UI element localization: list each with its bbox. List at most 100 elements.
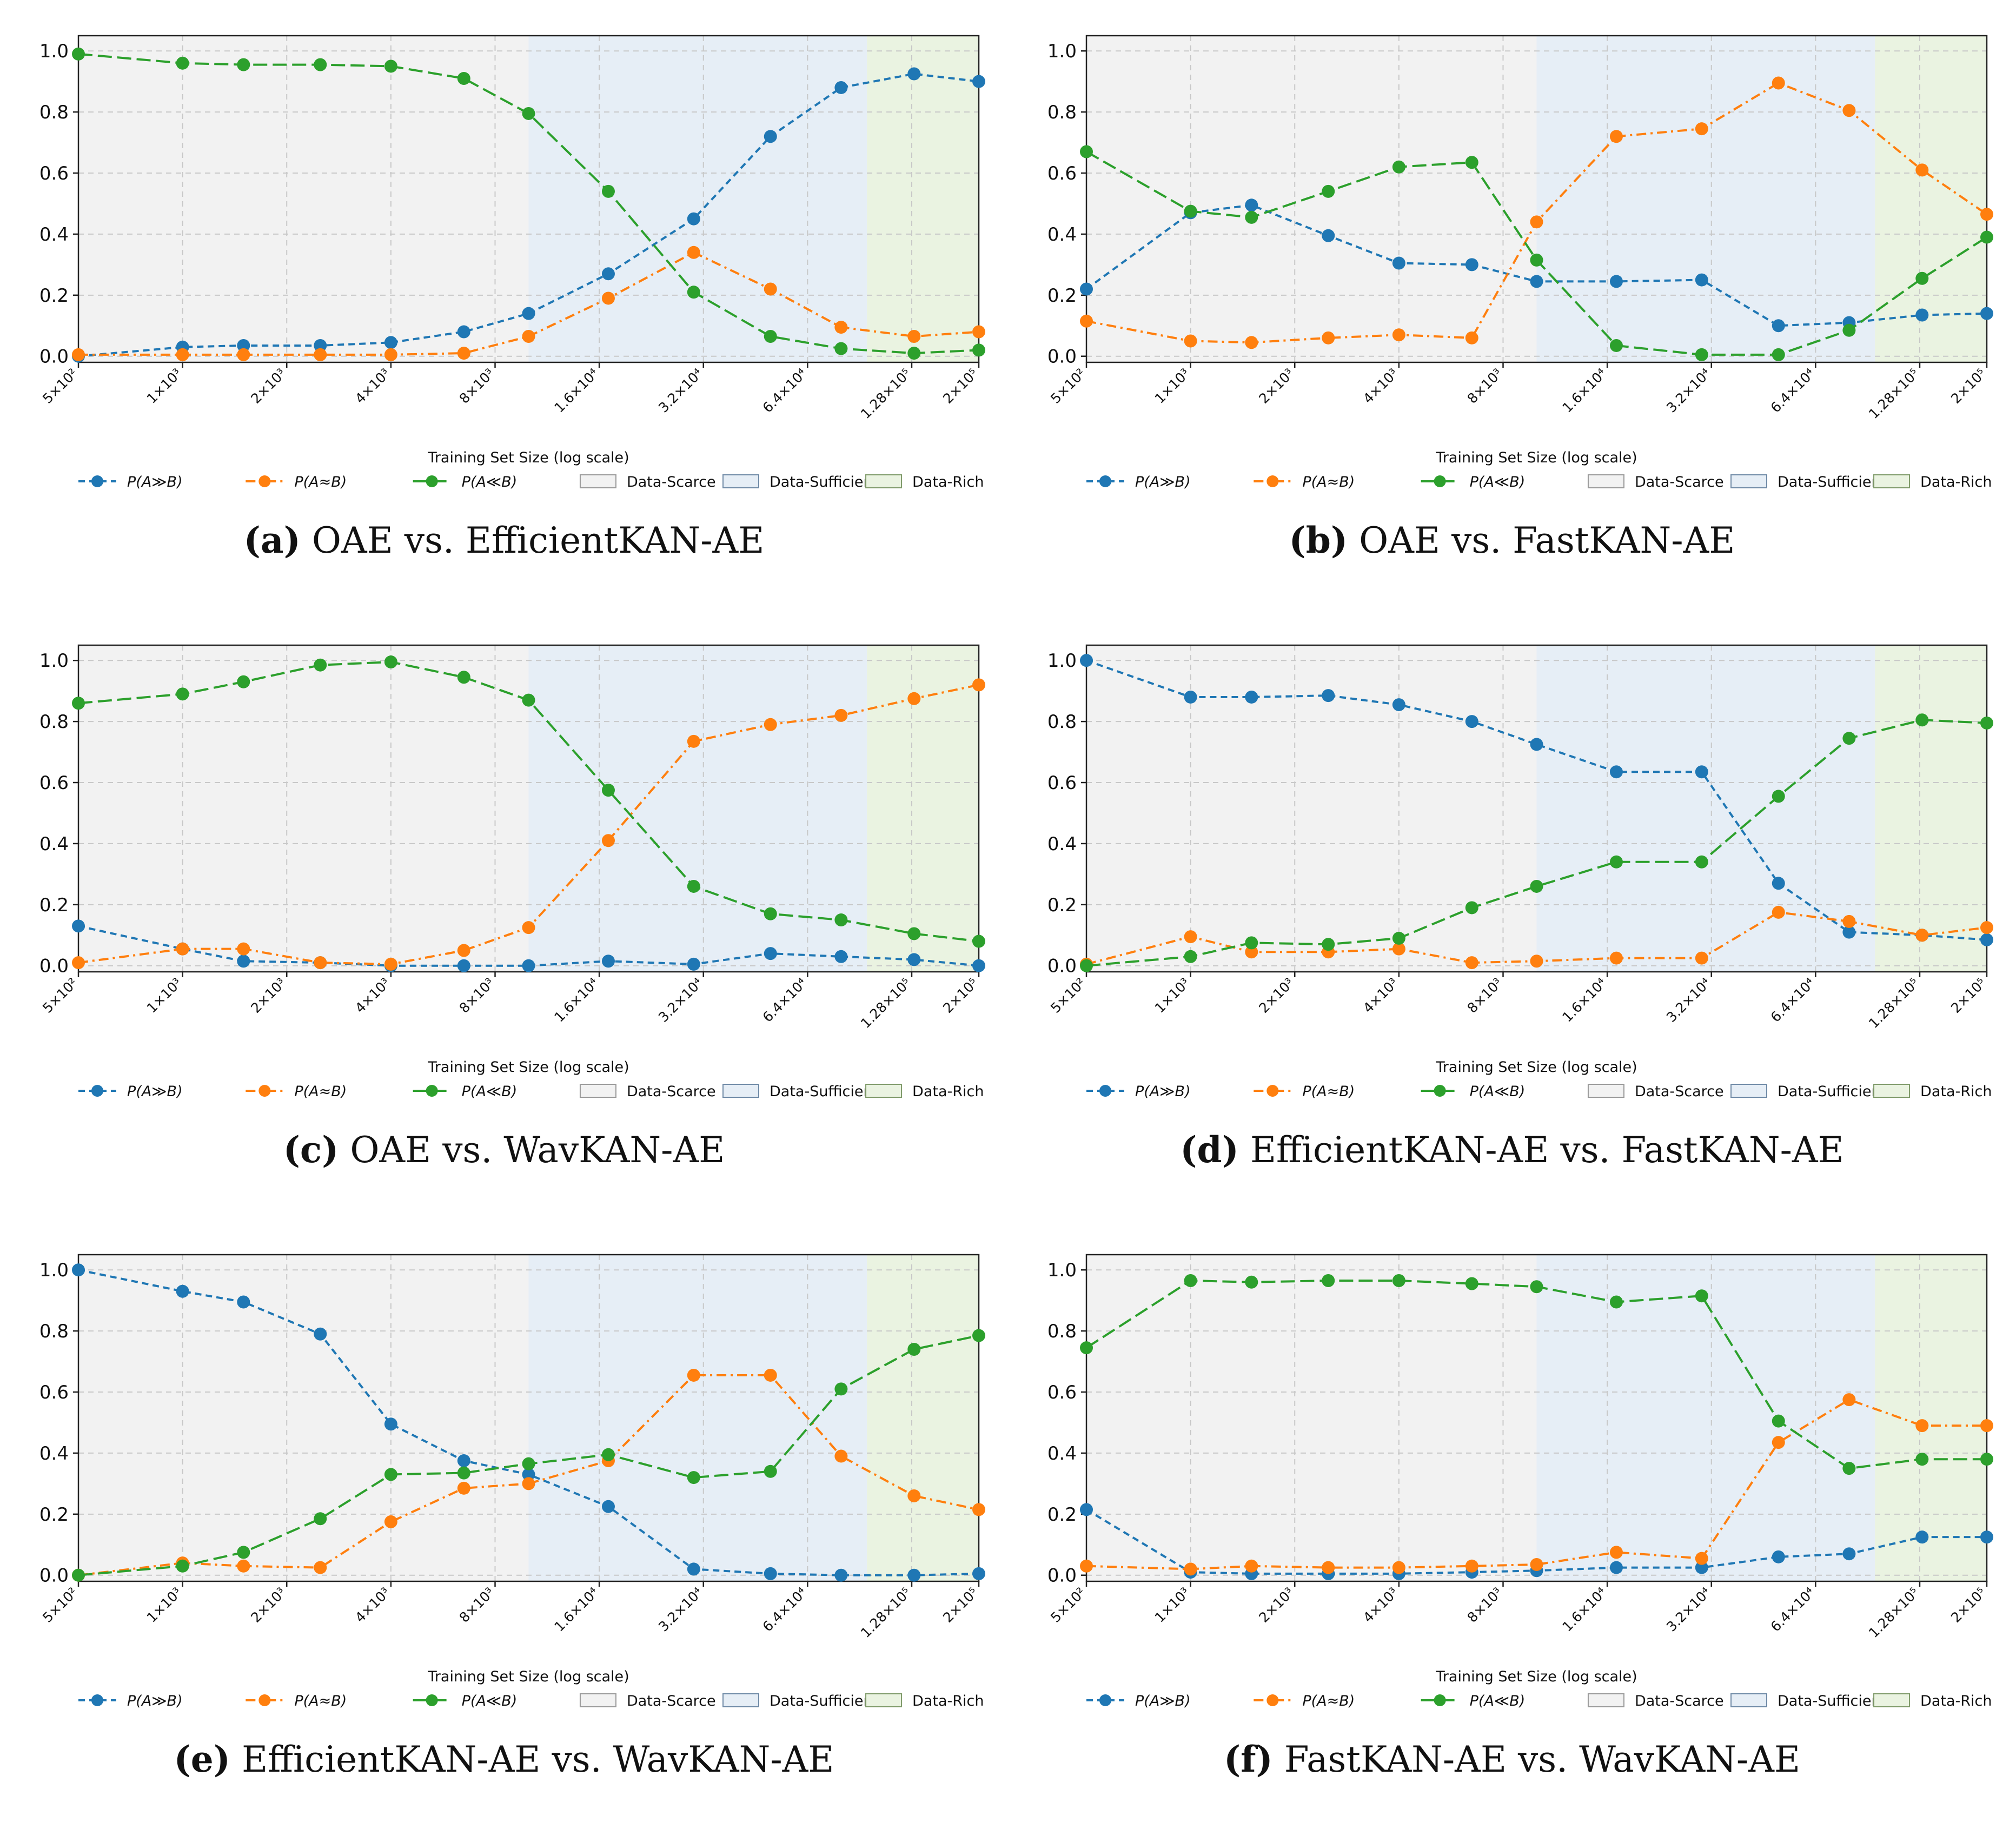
data-point xyxy=(72,1263,85,1277)
x-axis-label: Training Set Size (log scale) xyxy=(1435,1059,1637,1076)
x-tick-label: 2×10³ xyxy=(1256,1585,1297,1626)
data-point xyxy=(237,942,250,956)
y-tick-label: 1.0 xyxy=(1047,650,1077,672)
x-tick-label: 2×10³ xyxy=(248,975,289,1016)
legend-marker xyxy=(1099,1694,1111,1706)
legend-label: P(A≈B) xyxy=(1302,474,1355,491)
data-point xyxy=(764,1464,777,1478)
legend-swatch xyxy=(1730,1693,1767,1707)
data-point xyxy=(1695,122,1708,136)
legend-label: Data-Sufficient xyxy=(770,1083,878,1100)
data-point xyxy=(237,1546,250,1559)
data-point xyxy=(601,834,615,847)
data-point xyxy=(1245,945,1258,959)
data-point xyxy=(72,1568,85,1582)
x-axis-label: Training Set Size (log scale) xyxy=(1435,449,1637,466)
data-point xyxy=(972,935,985,948)
data-point xyxy=(1772,790,1785,803)
data-point xyxy=(834,1449,848,1463)
x-axis-label: Training Set Size (log scale) xyxy=(427,1668,629,1685)
panel-a: 0.0 0.2 0.4 0.6 0.8 1.0 5×10² 1×10³ 2×10³ 4×10³ 8×… xyxy=(0,0,1008,609)
legend-marker xyxy=(1099,475,1111,487)
data-point xyxy=(384,1515,397,1528)
legend-label: Data-Rich xyxy=(912,1693,984,1709)
data-point xyxy=(72,348,85,361)
legend-label: P(A≈B) xyxy=(294,474,347,491)
data-point xyxy=(1184,204,1197,218)
data-point xyxy=(1465,1277,1478,1290)
caption-letter: (f) xyxy=(1223,1738,1273,1780)
data-point xyxy=(1245,936,1258,950)
caption-letter: (a) xyxy=(243,519,301,561)
chart-f: 0.0 0.2 0.4 0.6 0.8 1.0 5×10² 1×10³ 2×10³ 4×10³ 8×… xyxy=(1047,1254,1993,1709)
data-point xyxy=(1609,275,1623,288)
x-tick-label: 8×10³ xyxy=(1464,975,1506,1016)
legend-label: P(A≪B) xyxy=(1470,474,1526,491)
legend-label: Data-Scarce xyxy=(627,474,716,491)
data-point xyxy=(687,957,700,971)
legend-label: P(A≪B) xyxy=(462,1083,518,1100)
legend-label: Data-Sufficient xyxy=(770,474,878,491)
x-tick-label: 6.4×10⁴ xyxy=(760,975,810,1025)
x-tick-label: 6.4×10⁴ xyxy=(1768,366,1818,416)
data-point xyxy=(1980,716,1993,730)
x-tick-label: 8×10³ xyxy=(1464,1585,1506,1626)
data-point xyxy=(764,718,777,731)
x-tick-label: 2×10³ xyxy=(248,1585,289,1626)
data-point xyxy=(601,784,615,797)
legend-swatch xyxy=(579,474,616,488)
x-tick-label: 1.6×10⁴ xyxy=(1559,975,1609,1025)
y-tick-label: 0.8 xyxy=(1047,711,1077,733)
data-point xyxy=(1695,1561,1708,1574)
x-tick-label: 2×10⁵ xyxy=(1948,1585,1989,1626)
y-tick-label: 0.4 xyxy=(1047,1443,1077,1464)
x-tick-label: 1×10³ xyxy=(144,366,185,407)
x-tick-label: 1×10³ xyxy=(1152,1585,1193,1626)
region-data-rich xyxy=(1875,36,1987,362)
caption-c: (c) OAE vs. WavKAN-AE xyxy=(0,1129,1008,1171)
x-tick-label: 5×10² xyxy=(1047,975,1089,1016)
data-point xyxy=(834,321,848,334)
caption-b: (b) OAE vs. FastKAN-AE xyxy=(1008,519,2016,561)
x-tick-label: 5×10² xyxy=(39,1585,81,1626)
caption-letter: (c) xyxy=(283,1129,339,1171)
data-point xyxy=(237,1559,250,1573)
data-point xyxy=(237,675,250,688)
data-point xyxy=(1980,1530,1993,1544)
region-data-rich xyxy=(1875,645,1987,972)
data-point xyxy=(1184,950,1197,963)
panel-b: 0.0 0.2 0.4 0.6 0.8 1.0 5×10² 1×10³ 2×10³ 4×10³ 8×… xyxy=(1008,0,2016,609)
legend-swatch xyxy=(865,1693,903,1707)
legend-marker xyxy=(91,475,103,487)
legend-marker xyxy=(426,1694,438,1706)
legend-marker xyxy=(1266,1085,1279,1097)
data-point xyxy=(972,325,985,339)
data-point xyxy=(457,1481,470,1495)
data-point xyxy=(522,1468,535,1481)
data-point xyxy=(1322,331,1335,344)
data-point xyxy=(1392,931,1405,945)
data-point xyxy=(601,267,615,281)
x-tick-label: 1×10³ xyxy=(144,1585,185,1626)
y-tick-label: 0.6 xyxy=(39,1382,69,1403)
legend-swatch xyxy=(722,1693,759,1707)
data-point xyxy=(1980,230,1993,244)
region-data-scarce xyxy=(78,1255,529,1581)
data-point xyxy=(834,950,848,963)
data-point xyxy=(1322,1274,1335,1287)
plot-frame xyxy=(1085,35,1988,363)
data-point xyxy=(522,959,535,972)
data-point xyxy=(176,348,189,361)
data-point xyxy=(522,330,535,343)
x-tick-label: 5×10² xyxy=(39,366,81,407)
legend-swatch xyxy=(1587,474,1624,488)
caption-title: EfficientKAN-AE vs. WavKAN-AE xyxy=(241,1739,834,1780)
region-data-scarce xyxy=(78,645,529,972)
data-point xyxy=(1245,1275,1258,1289)
legend-label: Data-Sufficient xyxy=(770,1693,878,1709)
legend-label: Data-Scarce xyxy=(1635,1693,1724,1709)
y-tick-label: 0.8 xyxy=(39,1321,69,1342)
data-point xyxy=(1915,713,1929,727)
y-tick-label: 0.0 xyxy=(1047,956,1077,977)
x-tick-label: 4×10³ xyxy=(352,1585,393,1626)
